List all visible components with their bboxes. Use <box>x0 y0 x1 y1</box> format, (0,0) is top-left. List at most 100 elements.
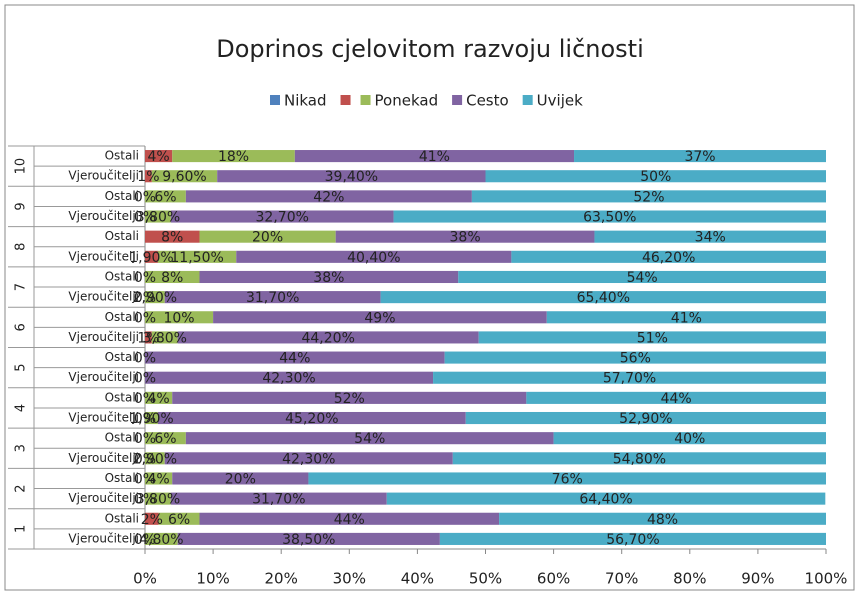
group-label: 8 <box>14 243 29 251</box>
data-label: 45,20% <box>285 411 338 427</box>
x-tick-label: 60% <box>537 570 570 588</box>
legend-label: Uvijek <box>537 92 583 110</box>
group-label: 5 <box>14 364 29 372</box>
category-label: Vjeroučitelji <box>68 531 139 545</box>
bar-segment <box>380 291 826 304</box>
data-label: 9,60% <box>162 169 206 185</box>
bar-segment <box>145 432 186 445</box>
bar-segment <box>465 411 826 425</box>
group-label: 1 <box>14 525 29 533</box>
data-label: 44,20% <box>301 330 354 346</box>
data-label: 10% <box>163 310 194 326</box>
data-label: 52% <box>633 189 664 205</box>
x-tick-label: 90% <box>741 570 774 588</box>
data-label: 4% <box>148 391 170 407</box>
bar-segment <box>145 331 152 344</box>
data-label: 48% <box>647 512 678 528</box>
bar-segment <box>172 391 527 404</box>
x-tick-label: 30% <box>333 570 366 588</box>
x-tick-label: 50% <box>469 570 502 588</box>
bar-segment <box>172 150 295 163</box>
bar-segment <box>458 270 826 284</box>
bar-segment <box>185 432 554 445</box>
data-label: 50% <box>640 169 671 185</box>
data-label: 0% <box>134 532 156 548</box>
category-label: Vjeroučitelji <box>68 290 139 304</box>
bar-segment <box>145 311 214 324</box>
data-label: 2,90% <box>133 451 177 467</box>
legend-label: Ponekad <box>375 92 439 110</box>
data-label: 6% <box>168 512 190 528</box>
data-label: 0% <box>134 471 156 487</box>
category-label: Vjeroučitelji <box>68 209 139 223</box>
category-label: Ostali <box>105 431 139 445</box>
bar-segment <box>444 351 826 364</box>
bar-segment <box>145 250 158 263</box>
bar-segment <box>170 210 394 223</box>
bar-segment <box>308 472 826 485</box>
bar-segment <box>145 472 173 485</box>
data-label: 65,40% <box>577 290 630 306</box>
category-label: Vjeroučitelji <box>68 411 139 425</box>
data-label: 1% <box>137 330 159 346</box>
bar-segment <box>199 512 500 525</box>
bar-segment <box>145 391 173 404</box>
data-label: 37% <box>684 149 715 165</box>
category-label: Ostali <box>105 149 139 163</box>
bar-segment <box>157 411 466 425</box>
category-label: Vjeroučitelji <box>68 169 139 183</box>
legend-label: Nikad <box>284 92 327 110</box>
bar-segment <box>145 351 445 364</box>
bar-segment <box>145 270 200 284</box>
bar-segment <box>145 150 173 163</box>
data-label: 49% <box>364 310 395 326</box>
bar-segment <box>511 250 826 263</box>
data-label: 38% <box>450 230 481 246</box>
bar-segment <box>546 311 826 324</box>
data-label: 18% <box>218 149 249 165</box>
legend-swatch <box>360 95 371 105</box>
bar-segment <box>574 150 826 163</box>
data-label: 0% <box>134 371 156 387</box>
data-label: 38,50% <box>282 532 335 548</box>
bar-segment <box>145 170 152 183</box>
group-label: 3 <box>14 444 29 452</box>
category-label: Ostali <box>105 310 139 324</box>
category-label: Ostali <box>105 269 139 283</box>
data-label: 40,40% <box>347 250 400 266</box>
data-label: 42,30% <box>262 371 315 387</box>
legend-swatch <box>452 95 463 105</box>
data-label: 56,70% <box>606 532 659 548</box>
data-label: 8% <box>161 270 183 286</box>
x-tick-label: 70% <box>605 570 638 588</box>
bar-segment <box>471 190 826 203</box>
data-label: 51% <box>637 330 668 346</box>
data-label: 42% <box>313 189 344 205</box>
data-label: 76% <box>552 471 583 487</box>
bar-segment <box>485 170 826 183</box>
data-label: 6% <box>154 431 176 447</box>
data-label: 20% <box>225 471 256 487</box>
data-label: 1,90% <box>129 250 173 266</box>
bar-segment <box>335 230 595 243</box>
data-label: 1,90% <box>129 411 173 427</box>
data-label: 0% <box>134 210 156 226</box>
bar-segment <box>151 170 218 183</box>
data-label: 31,70% <box>246 290 299 306</box>
bar-segment <box>439 532 826 545</box>
data-label: 2,90% <box>133 290 177 306</box>
data-label: 0% <box>134 351 156 367</box>
data-label: 4% <box>148 149 170 165</box>
bar-segment <box>151 331 178 344</box>
data-label: 52% <box>334 391 365 407</box>
data-label: 31,70% <box>252 492 305 508</box>
bar-segment <box>145 371 434 384</box>
bar-segment <box>499 512 826 525</box>
x-tick-label: 100% <box>805 570 848 588</box>
bar-segment <box>145 190 186 203</box>
data-label: 6% <box>154 189 176 205</box>
data-label: 1% <box>137 169 159 185</box>
bar-segment <box>213 311 547 324</box>
category-label: Vjeroučitelji <box>68 330 139 344</box>
bar-segment <box>177 532 440 545</box>
